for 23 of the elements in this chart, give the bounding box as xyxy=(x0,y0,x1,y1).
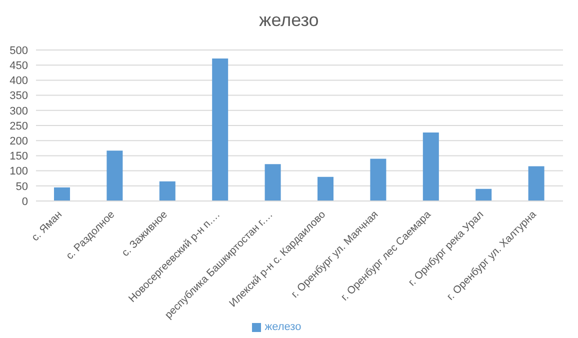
bar xyxy=(422,132,439,201)
y-tick-label: 400 xyxy=(10,75,28,88)
bar xyxy=(528,166,544,201)
bar xyxy=(212,58,228,201)
bar xyxy=(54,187,70,201)
bar xyxy=(370,158,386,201)
y-tick-label: 100 xyxy=(10,166,28,178)
bar xyxy=(476,188,492,201)
y-tick-label: 50 xyxy=(16,180,28,193)
y-tick-label: 500 xyxy=(10,44,28,57)
y-tick-label: 150 xyxy=(10,150,28,163)
y-tick-label: 350 xyxy=(10,90,28,102)
y-tick-label: 0 xyxy=(22,196,28,208)
bar xyxy=(159,181,176,201)
bar xyxy=(264,164,281,201)
bar xyxy=(106,150,123,201)
bar xyxy=(318,176,334,201)
legend-label: железо xyxy=(264,321,302,333)
y-tick-label: 200 xyxy=(10,136,28,148)
y-tick-label: 300 xyxy=(10,105,28,118)
chart-title: железо xyxy=(258,10,320,31)
y-tick-label: 250 xyxy=(10,120,28,132)
y-tick-label: 450 xyxy=(10,60,28,72)
